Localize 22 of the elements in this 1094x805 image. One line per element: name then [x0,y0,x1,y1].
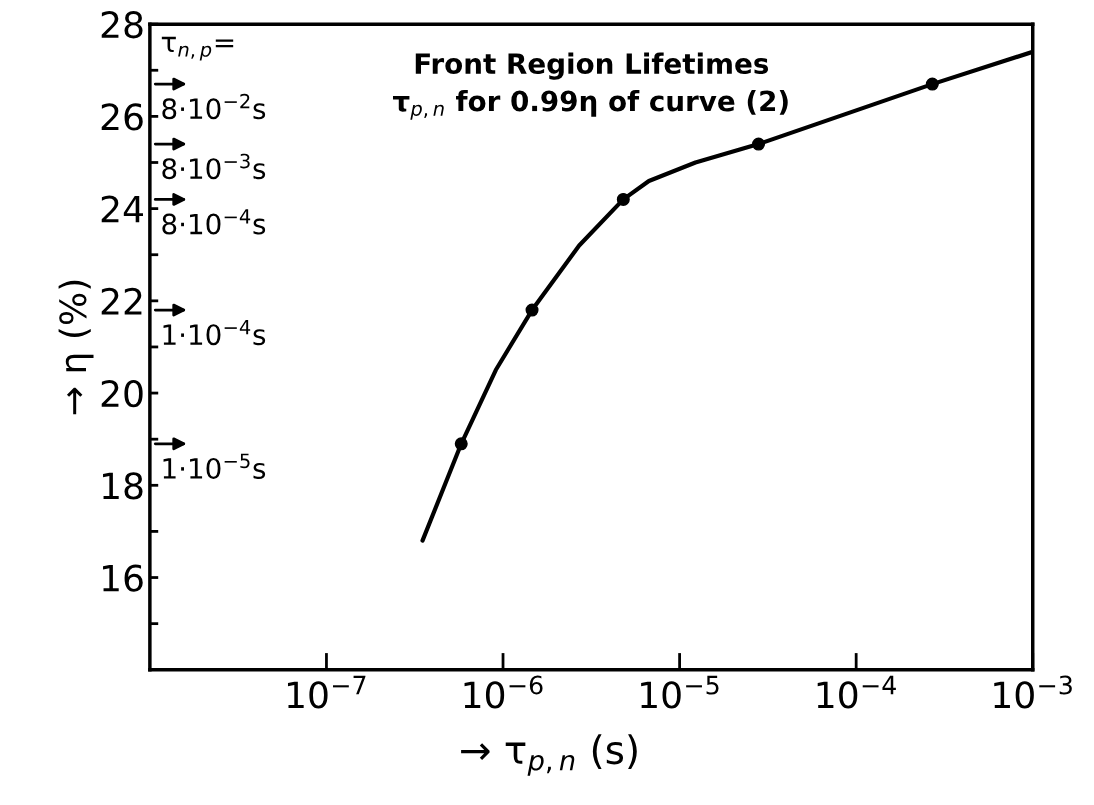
annotation: 8·10$^{−2}$s [162,93,266,120]
annotation: 8·10$^{−4}$s [162,209,266,235]
y-tick-label: 16 [103,564,143,592]
x-tick-label: 10$^{−7}$ [287,675,366,709]
x-tick-label: 10$^{−6}$ [464,675,543,709]
y-tick-label: 26 [101,103,143,131]
annotation: 1·10$^{−5}$s [163,453,266,479]
annotation: 1·10$^{−4}$s [163,320,266,346]
x-tick-label: 10$^{−4}$ [817,675,896,709]
y-tick-label: 22 [101,287,142,315]
y-tick-label: 28 [101,11,143,39]
y-tick-label: 18 [103,472,143,500]
text: τ$_{p,n}$ for 0.99η of curve (2) [393,89,788,120]
x-axis-title: → τ$_{p,n}$ (s) [461,734,637,776]
y-axis-title: → η (%) [58,280,94,415]
x-tick-label: 10$^{−3}$ [994,675,1072,709]
annotation: τ$_{n,p}$= [161,36,234,61]
text: Front Region Lifetimes [415,52,769,80]
y-tick-label: 20 [101,379,143,408]
annotation: 8·10$^{−3}$s [162,153,266,180]
y-tick-label: 24 [101,195,143,223]
x-tick-label: 10$^{−5}$ [641,675,719,709]
